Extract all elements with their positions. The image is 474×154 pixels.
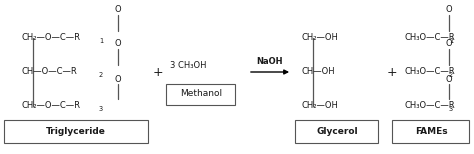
Text: CH₂—OH: CH₂—OH	[302, 101, 339, 111]
FancyBboxPatch shape	[4, 120, 148, 142]
Text: FAMEs: FAMEs	[415, 126, 447, 136]
Text: O: O	[115, 39, 121, 49]
FancyBboxPatch shape	[392, 120, 470, 142]
Text: O: O	[446, 75, 452, 83]
FancyBboxPatch shape	[295, 120, 379, 142]
Text: 2: 2	[449, 72, 453, 78]
Text: CH₃O—C—R: CH₃O—C—R	[405, 34, 456, 43]
Text: CH₃O—C—R: CH₃O—C—R	[405, 101, 456, 111]
Text: CH₃O—C—R: CH₃O—C—R	[405, 67, 456, 77]
Text: 3: 3	[99, 106, 103, 112]
Text: +: +	[153, 65, 164, 79]
Text: 3: 3	[449, 106, 453, 112]
Text: CH₂—O—C—R: CH₂—O—C—R	[22, 34, 81, 43]
Text: CH—O—C—R: CH—O—C—R	[22, 67, 78, 77]
Text: CH—OH: CH—OH	[302, 67, 336, 77]
Text: +: +	[387, 65, 397, 79]
Text: CH₂—OH: CH₂—OH	[302, 34, 339, 43]
Text: Glycerol: Glycerol	[316, 126, 358, 136]
Text: 1: 1	[99, 38, 103, 44]
Text: O: O	[115, 6, 121, 14]
Text: Methanol: Methanol	[180, 89, 222, 99]
Text: Triglyceride: Triglyceride	[46, 126, 106, 136]
Text: O: O	[446, 39, 452, 49]
Text: O: O	[115, 75, 121, 83]
Text: 1: 1	[449, 38, 453, 44]
Text: CH₂—O—C—R: CH₂—O—C—R	[22, 101, 81, 111]
Text: O: O	[446, 6, 452, 14]
Text: 2: 2	[99, 72, 103, 78]
Text: NaOH: NaOH	[257, 57, 283, 67]
Text: 3 CH₃OH: 3 CH₃OH	[170, 61, 207, 71]
FancyBboxPatch shape	[166, 83, 236, 105]
